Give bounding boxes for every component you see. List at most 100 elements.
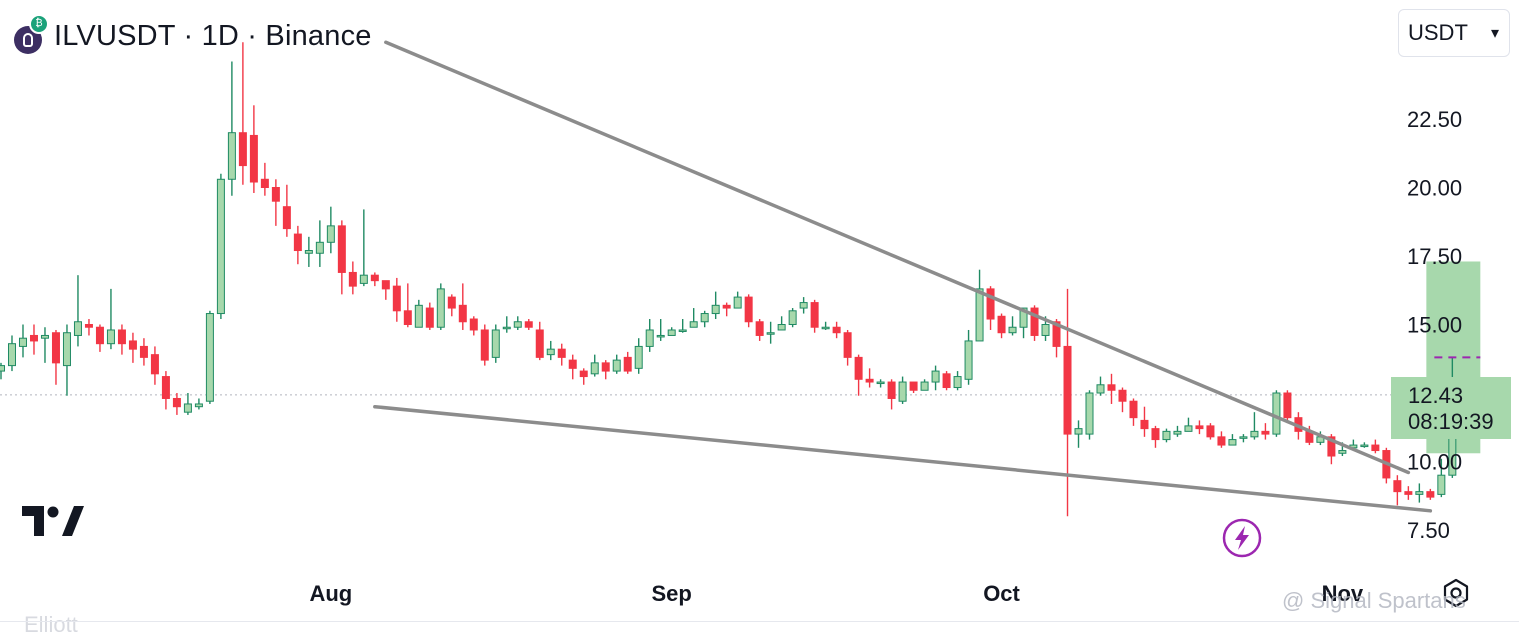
price-tick-label: 15.00 xyxy=(1407,313,1462,338)
candle xyxy=(84,319,93,336)
candle xyxy=(1129,398,1138,426)
candle xyxy=(711,291,720,320)
candle xyxy=(216,173,225,320)
candles-layer xyxy=(0,42,1457,517)
candle xyxy=(95,324,104,352)
candle xyxy=(304,236,313,267)
candle xyxy=(645,319,654,352)
last-price-label: 12.43 08:19:39 xyxy=(1391,377,1511,439)
candle xyxy=(1272,390,1281,437)
last-price-value: 12.43 xyxy=(1408,383,1464,408)
time-tick-label: Sep xyxy=(652,581,692,606)
candle xyxy=(953,371,962,391)
candle xyxy=(557,343,566,366)
currency-select-value: USDT xyxy=(1408,20,1468,45)
candle xyxy=(359,209,368,287)
currency-select[interactable]: USDT ▾ xyxy=(1398,9,1510,57)
candle xyxy=(326,206,335,254)
candle xyxy=(1239,434,1248,443)
bottom-panel-hint: Elliott xyxy=(24,612,78,637)
candle xyxy=(964,329,973,385)
candle xyxy=(1261,423,1270,440)
tradingview-logo-icon[interactable] xyxy=(22,504,84,538)
candle xyxy=(172,393,181,415)
price-axis: 7.50 10.00 15.00 17.50 20.00 22.50 xyxy=(1407,107,1462,543)
candle xyxy=(667,327,676,336)
candle xyxy=(722,302,731,317)
candle xyxy=(337,220,346,295)
price-tick-label: 10.00 xyxy=(1407,450,1462,475)
settings-icon[interactable] xyxy=(1441,578,1471,608)
candle xyxy=(1140,406,1149,437)
candle xyxy=(1107,373,1116,404)
candle xyxy=(1415,483,1424,503)
candle xyxy=(7,335,16,372)
candle xyxy=(1184,417,1193,432)
candle xyxy=(909,381,918,393)
candle xyxy=(18,324,27,358)
candle xyxy=(51,329,60,385)
candle xyxy=(1371,439,1380,454)
candle xyxy=(227,61,236,196)
candle xyxy=(62,324,71,396)
candle xyxy=(799,297,808,314)
trendlines-layer xyxy=(373,40,1433,513)
candle xyxy=(1404,486,1413,500)
candle xyxy=(194,398,203,410)
trendline-lower[interactable] xyxy=(373,404,1433,513)
candle xyxy=(876,379,885,388)
candle xyxy=(590,354,599,377)
chevron-down-icon: ▾ xyxy=(1490,25,1499,42)
candle xyxy=(513,316,522,330)
candle xyxy=(0,362,5,380)
time-tick-label: Oct xyxy=(983,581,1020,606)
flash-icon[interactable] xyxy=(1222,518,1262,558)
candle xyxy=(898,376,907,404)
candle xyxy=(832,321,841,339)
candle xyxy=(370,272,379,287)
candle xyxy=(689,308,698,328)
bar-countdown: 08:19:39 xyxy=(1408,409,1494,434)
candle xyxy=(1019,307,1028,339)
candle xyxy=(931,365,940,391)
candle xyxy=(106,288,115,350)
candle xyxy=(458,283,467,330)
candle xyxy=(524,319,533,330)
trendline-upper[interactable] xyxy=(384,40,1411,475)
candle xyxy=(205,310,214,404)
candle xyxy=(854,354,863,396)
candle xyxy=(986,286,995,330)
candle xyxy=(403,283,412,328)
price-tick-label: 7.50 xyxy=(1407,518,1450,543)
candle xyxy=(810,299,819,333)
chart-title[interactable]: ILVUSDT · 1D · Binance xyxy=(54,19,372,52)
candle xyxy=(1195,420,1204,435)
illuvium-token-icon: ₿ xyxy=(14,14,49,56)
candle xyxy=(975,269,984,342)
candle xyxy=(1085,390,1094,440)
candle xyxy=(601,360,610,380)
candle xyxy=(161,371,170,410)
candle xyxy=(843,329,852,366)
candle xyxy=(1030,305,1039,341)
candle xyxy=(392,277,401,322)
price-tick-label: 17.50 xyxy=(1407,244,1462,269)
candle xyxy=(293,225,302,265)
candle xyxy=(1206,423,1215,440)
candle xyxy=(777,316,786,331)
candle xyxy=(656,319,665,341)
candle xyxy=(480,324,489,366)
time-tick-label: Nov xyxy=(1322,581,1364,606)
candle xyxy=(678,319,687,333)
candle xyxy=(887,379,896,410)
candle xyxy=(1360,442,1369,448)
candle xyxy=(447,294,456,317)
candle xyxy=(249,105,258,193)
candle xyxy=(238,42,247,185)
candle xyxy=(414,299,423,328)
candle xyxy=(348,261,357,295)
candle xyxy=(1008,316,1017,336)
time-tick-label: Aug xyxy=(309,581,352,606)
candle xyxy=(612,354,621,374)
